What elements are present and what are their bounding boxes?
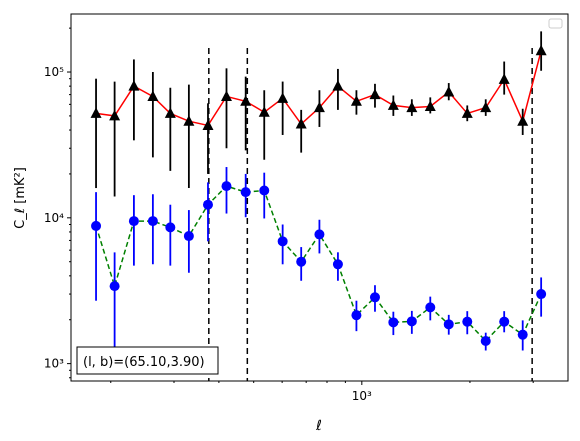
circle-marker [277, 236, 288, 247]
triangle-marker [313, 101, 325, 113]
triangle-marker [220, 90, 232, 101]
circle-marker [425, 302, 436, 313]
x-tick-label: 10³ [352, 389, 372, 403]
circle-marker [517, 329, 528, 340]
triangle-marker [406, 101, 418, 113]
triangle-marker [387, 99, 399, 110]
triangle-marker [535, 44, 547, 56]
triangle-marker [498, 73, 510, 84]
circle-marker [165, 222, 176, 233]
circle-marker [202, 199, 213, 210]
triangle-marker [258, 106, 270, 117]
circle-marker [91, 220, 102, 231]
circle-marker [536, 289, 547, 300]
triangle-marker [461, 107, 473, 118]
x-axis-ticks: 10³ [110, 381, 534, 403]
circle-marker [499, 316, 510, 327]
triangle-marker [147, 90, 159, 101]
circle-marker [332, 259, 343, 270]
triangle-marker [128, 80, 140, 91]
circle-marker [351, 310, 362, 321]
triangle-marker [295, 118, 307, 129]
legend-box [548, 18, 563, 29]
circle-marker [462, 316, 473, 327]
triangle-marker [202, 119, 214, 130]
circle-marker [221, 181, 232, 192]
annotation-frame [76, 346, 219, 375]
plot-area [71, 14, 568, 381]
circle-marker [388, 317, 399, 328]
circle-marker [369, 292, 380, 303]
circle-marker [259, 185, 270, 196]
circle-marker [183, 231, 194, 242]
triangle-marker [164, 107, 176, 118]
annotation-box: (l, b)=(65.10,3.90) [76, 346, 219, 375]
triangle-marker [369, 88, 381, 100]
triangle-marker [424, 100, 436, 112]
circle-marker [480, 335, 491, 346]
circle-marker [314, 229, 325, 240]
circle-marker [128, 216, 139, 227]
annotation-text: (l, b)=(65.10,3.90) [83, 355, 205, 370]
circle-marker [443, 319, 454, 330]
circle-marker [296, 256, 307, 267]
data-points [90, 44, 547, 346]
circle-marker [109, 281, 120, 292]
triangle-marker [480, 101, 492, 113]
x-axis-label: ℓ [315, 418, 322, 434]
y-axis-ticks: 10³ 10⁴ 10⁵ [44, 27, 71, 379]
triangle-marker [443, 85, 455, 97]
triangle-marker [240, 95, 252, 106]
triangle-marker [277, 92, 289, 103]
triangle-marker [332, 80, 344, 91]
y-axis-label: C_ℓ [mK²] [13, 167, 28, 229]
y-tick-label: 10⁵ [44, 65, 64, 79]
triangle-marker [350, 95, 362, 106]
circle-marker [147, 216, 158, 227]
circle-marker [240, 187, 251, 198]
circle-marker [406, 316, 417, 327]
triangle-marker [183, 115, 195, 126]
triangle-marker [517, 115, 529, 126]
y-tick-label: 10⁴ [44, 211, 64, 225]
triangle-marker [109, 109, 121, 121]
triangle-marker [90, 107, 102, 118]
plot-frame [70, 13, 569, 382]
y-tick-label: 10³ [44, 357, 64, 371]
